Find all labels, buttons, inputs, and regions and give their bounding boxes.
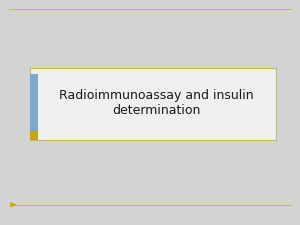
Bar bbox=[30, 74, 38, 132]
Polygon shape bbox=[11, 202, 16, 208]
FancyBboxPatch shape bbox=[30, 68, 276, 140]
Text: Radioimmunoassay and insulin
determination: Radioimmunoassay and insulin determinati… bbox=[59, 90, 253, 117]
Bar bbox=[30, 130, 38, 140]
